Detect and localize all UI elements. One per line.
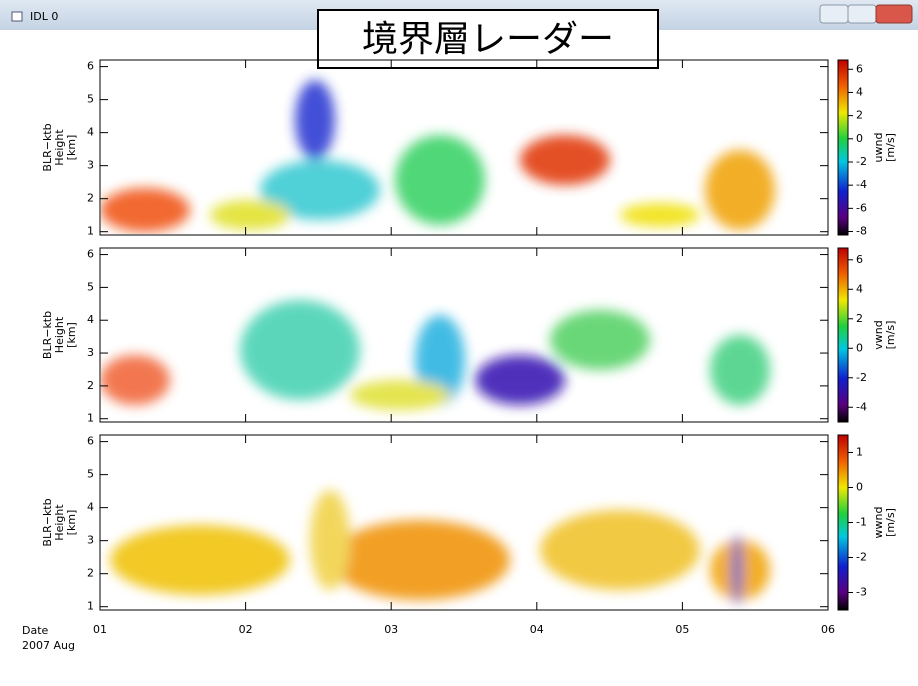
colorbar-label-line: wwnd [872, 507, 885, 539]
y-tick-label: 4 [87, 126, 94, 139]
y-axis-label-line: Height [53, 504, 66, 541]
y-tick-label: 5 [87, 93, 94, 106]
y-axis-label-line: Height [53, 129, 66, 166]
x-tick-label: 01 [93, 623, 107, 636]
colorbar [837, 434, 849, 611]
colorbar-label-line: [m/s] [884, 321, 897, 350]
colorbar-tick-label: 0 [856, 341, 863, 354]
colorbar-tick-label: 6 [856, 253, 863, 266]
x-tick-label: 03 [384, 623, 398, 636]
colorbar-tick-label: -4 [856, 400, 867, 413]
y-tick-label: 6 [87, 435, 94, 448]
colorbar-label: vwnd[m/s] [872, 320, 897, 349]
plot-frame [99, 59, 829, 236]
y-tick-label: 4 [87, 313, 94, 326]
colorbar-tick-label: 2 [856, 312, 863, 325]
y-tick-label: 2 [87, 192, 94, 205]
y-tick-label: 4 [87, 501, 94, 514]
y-tick-label: 3 [87, 534, 94, 547]
y-tick-label: 5 [87, 280, 94, 293]
overlay-label: 境界層レーダー [362, 19, 614, 60]
x-tick-label: 06 [821, 623, 835, 636]
y-axis-label-line: [km] [65, 322, 78, 348]
y-axis-label-line: [km] [65, 510, 78, 536]
x-tick-label: 02 [239, 623, 253, 636]
y-tick-label: 2 [87, 379, 94, 392]
colorbar-tick-label: -6 [856, 201, 867, 214]
close-button[interactable] [875, 4, 913, 24]
colorbar [837, 59, 849, 236]
minimize-button[interactable] [819, 4, 849, 24]
window-title: IDL 0 [30, 10, 58, 23]
colorbar-label-line: [m/s] [884, 508, 897, 537]
colorbar-tick-label: 4 [856, 282, 863, 295]
colorbar-tick-label: -2 [856, 155, 867, 168]
colorbar-tick-label: -1 [856, 516, 867, 529]
colorbar-tick-label: 1 [856, 446, 863, 459]
y-axis-label: BLR−ktbHeight[km] [41, 123, 78, 171]
month-label: 2007 Aug [22, 639, 75, 652]
y-tick-label: 6 [87, 248, 94, 261]
y-axis-label-line: [km] [65, 135, 78, 161]
colorbar-label: wwnd[m/s] [872, 507, 897, 539]
colorbar-label-line: [m/s] [884, 133, 897, 162]
colorbar-tick-label: 4 [856, 85, 863, 98]
y-tick-label: 1 [87, 412, 94, 425]
y-tick-label: 2 [87, 567, 94, 580]
radar-echo-image [101, 80, 775, 605]
maximize-button[interactable] [847, 4, 877, 24]
x-tick-label: 05 [675, 623, 689, 636]
colorbar-label-line: uwnd [872, 133, 885, 163]
plot-frame [99, 434, 829, 611]
colorbar-tick-label: -2 [856, 371, 867, 384]
x-tick-label: 04 [530, 623, 544, 636]
colorbar-tick-label: 2 [856, 109, 863, 122]
colorbar-tick-label: -2 [856, 551, 867, 564]
date-label: Date [22, 624, 49, 637]
y-tick-label: 1 [87, 600, 94, 613]
colorbar-tick-label: -8 [856, 225, 867, 238]
colorbar-tick-label: 6 [856, 62, 863, 75]
y-axis-label-line: BLR−ktb [41, 123, 54, 171]
y-tick-label: 3 [87, 159, 94, 172]
y-tick-label: 1 [87, 225, 94, 238]
colorbar-tick-label: 0 [856, 132, 863, 145]
y-tick-label: 5 [87, 468, 94, 481]
window-icon [11, 11, 23, 22]
y-axis-label-line: BLR−ktb [41, 311, 54, 359]
plot-frame [99, 247, 829, 423]
colorbar-tick-label: -3 [856, 586, 867, 599]
y-axis-label: BLR−ktbHeight[km] [41, 498, 78, 546]
y-tick-label: 6 [87, 60, 94, 73]
y-tick-label: 3 [87, 346, 94, 359]
y-axis-label-line: Height [53, 316, 66, 353]
colorbar-tick-label: 0 [856, 481, 863, 494]
y-axis-label-line: BLR−ktb [41, 498, 54, 546]
colorbar [837, 247, 849, 423]
colorbar-label: uwnd[m/s] [872, 133, 897, 163]
overlay-box [317, 9, 659, 69]
colorbar-label-line: vwnd [872, 320, 885, 349]
y-axis-label: BLR−ktbHeight[km] [41, 311, 78, 359]
colorbar-tick-label: -4 [856, 178, 867, 191]
